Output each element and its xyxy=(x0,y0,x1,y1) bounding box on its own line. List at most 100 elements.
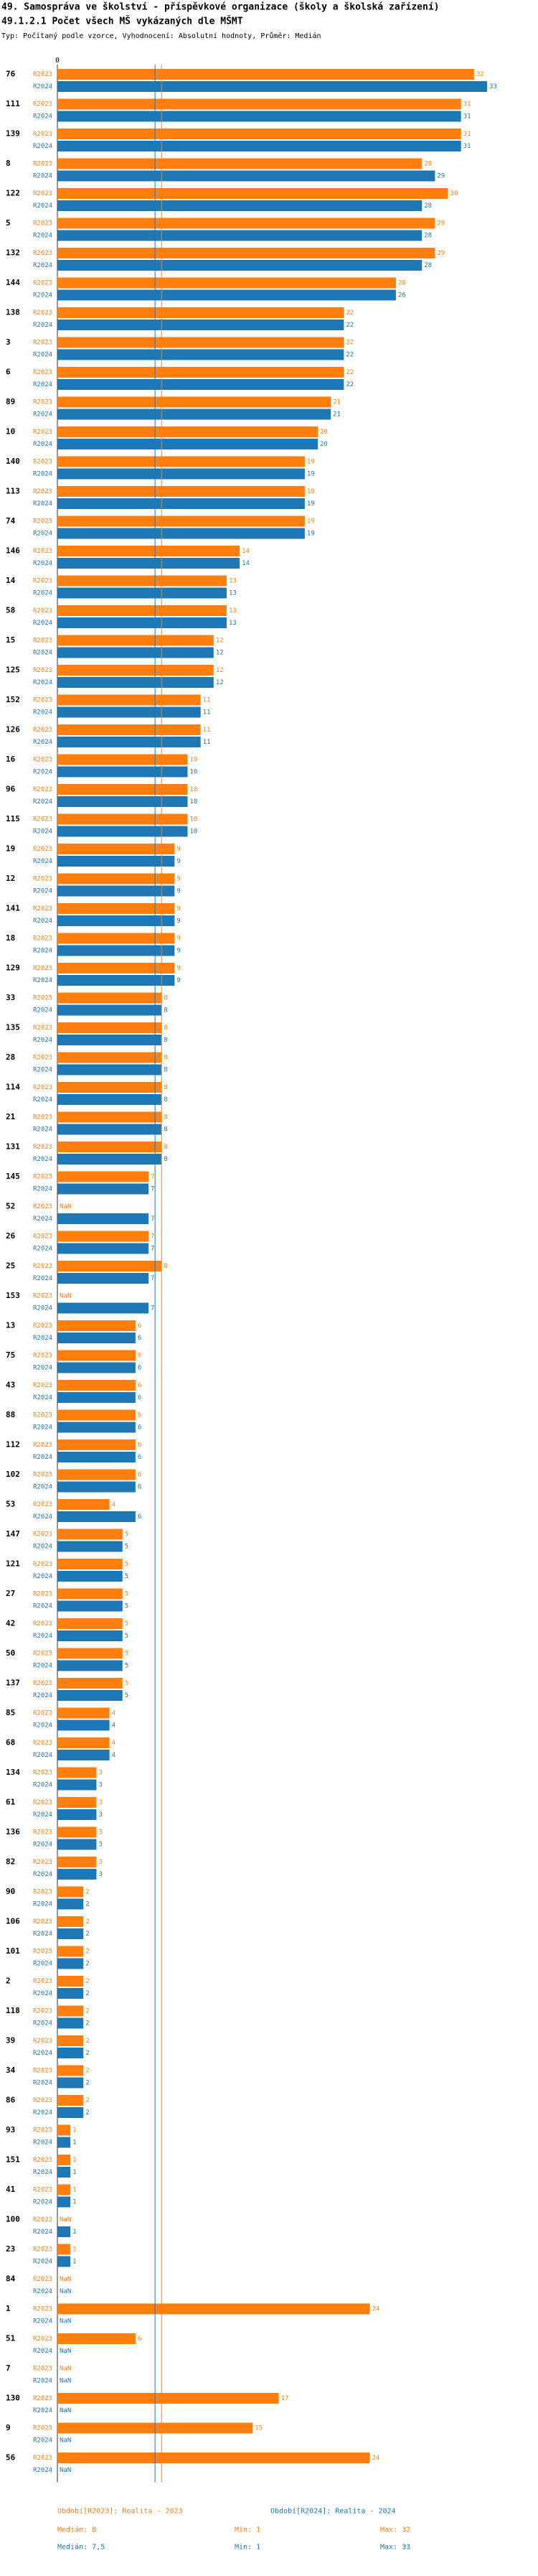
category-label: 113 xyxy=(6,487,20,496)
bar xyxy=(57,1452,136,1462)
value-label: 6 xyxy=(138,1472,141,1479)
series-label: R2023 xyxy=(33,2366,52,2373)
bar xyxy=(57,1826,97,1838)
series-label: R2024 xyxy=(33,2288,52,2295)
bar xyxy=(57,1928,84,1939)
series-label: R2023 xyxy=(33,309,52,317)
category-label: 25 xyxy=(6,1261,15,1271)
value-label: 6 xyxy=(138,1513,141,1521)
series-label: R2023 xyxy=(33,965,52,972)
bar xyxy=(57,1422,136,1433)
bar xyxy=(57,1660,123,1671)
value-label: 17 xyxy=(281,2395,289,2402)
series-label: R2024 xyxy=(33,1126,52,1134)
bar xyxy=(57,1320,136,1331)
value-label: 3 xyxy=(98,1770,102,1777)
value-label: 7 xyxy=(151,1233,154,1241)
value-label: 32 xyxy=(476,71,484,78)
bar xyxy=(57,409,331,420)
median-label: Medián: 8 xyxy=(57,2526,96,2534)
value-label: 28 xyxy=(424,161,432,168)
category-label: 12 xyxy=(6,874,15,883)
series-label: R2024 xyxy=(33,2318,52,2325)
value-label: 4 xyxy=(112,1740,115,1747)
series-label: R2024 xyxy=(33,1901,52,1908)
bar xyxy=(57,677,214,688)
value-label: 1 xyxy=(72,2157,76,2164)
value-label: 26 xyxy=(398,292,406,299)
min-label: Min: 1 xyxy=(235,2526,260,2534)
bar xyxy=(57,1898,84,1910)
value-label: 2 xyxy=(85,1961,89,1968)
value-label: 2 xyxy=(85,2038,89,2045)
value-label: 1 xyxy=(72,2229,76,2236)
series-label: R2023 xyxy=(33,1620,52,1628)
bar xyxy=(57,796,188,807)
value-label: 3 xyxy=(98,1871,102,1878)
series-label: R2023 xyxy=(33,1233,52,1241)
series-label: R2024 xyxy=(33,1394,52,1401)
category-label: 6 xyxy=(6,368,11,377)
bar xyxy=(57,706,201,718)
value-label: 2 xyxy=(85,2109,89,2117)
bar xyxy=(57,1052,162,1063)
series-label: R2024 xyxy=(33,948,52,955)
value-label: 28 xyxy=(424,262,432,269)
category-label: 43 xyxy=(6,1381,15,1390)
series-label: R2023 xyxy=(33,757,52,764)
value-label: 6 xyxy=(138,1412,141,1419)
category-label: 141 xyxy=(6,904,20,913)
bar xyxy=(57,2017,84,2029)
value-label: 19 xyxy=(307,531,315,538)
bar xyxy=(57,1511,136,1522)
value-label: 6 xyxy=(138,1382,141,1389)
value-label: 6 xyxy=(138,1365,141,1372)
series-label: R2024 xyxy=(33,83,52,90)
series-label: R2024 xyxy=(33,1156,52,1163)
series-label: R2024 xyxy=(33,1544,52,1551)
series-label: R2024 xyxy=(33,858,52,865)
series-label: R2024 xyxy=(33,2348,52,2355)
category-label: 75 xyxy=(6,1350,15,1360)
series-label: R2023 xyxy=(33,786,52,793)
value-label: 20 xyxy=(320,441,328,448)
bar xyxy=(57,456,305,467)
series-label: R2023 xyxy=(33,220,52,228)
value-label: 2 xyxy=(85,1949,89,1956)
series-label: R2024 xyxy=(33,1067,52,1074)
bar xyxy=(57,1809,97,1820)
bar xyxy=(57,1243,149,1254)
category-label: 16 xyxy=(6,755,16,764)
series-label: R2023 xyxy=(33,2038,52,2045)
bar xyxy=(57,498,305,509)
bar xyxy=(57,319,344,330)
value-label: 11 xyxy=(203,739,211,746)
category-label: 14 xyxy=(6,576,16,585)
category-label: 50 xyxy=(6,1648,15,1658)
bar xyxy=(57,1499,110,1510)
category-label: 118 xyxy=(6,2006,20,2015)
series-label: R2024 xyxy=(33,1096,52,1103)
category-label: 112 xyxy=(6,1440,20,1450)
value-label: 12 xyxy=(216,667,224,674)
series-label: R2024 xyxy=(33,173,52,180)
bar xyxy=(57,1648,123,1659)
bar xyxy=(57,2035,84,2046)
series-label: R2024 xyxy=(33,352,52,359)
series-label: R2024 xyxy=(33,1246,52,1253)
bar xyxy=(57,844,175,854)
bar xyxy=(57,337,344,348)
bar xyxy=(57,111,461,122)
legend-label: Období[R2024]: Realita - 2024 xyxy=(270,2507,396,2516)
value-label: 26 xyxy=(398,280,406,287)
series-label: R2024 xyxy=(33,620,52,627)
value-label: 11 xyxy=(203,697,211,704)
series-label: R2023 xyxy=(33,935,52,943)
bar xyxy=(57,307,344,318)
category-label: 101 xyxy=(6,1946,20,1956)
bar xyxy=(57,873,175,885)
bar xyxy=(57,1350,136,1361)
category-label: 111 xyxy=(6,99,20,108)
bar xyxy=(57,1111,162,1123)
category-label: 126 xyxy=(6,725,20,734)
